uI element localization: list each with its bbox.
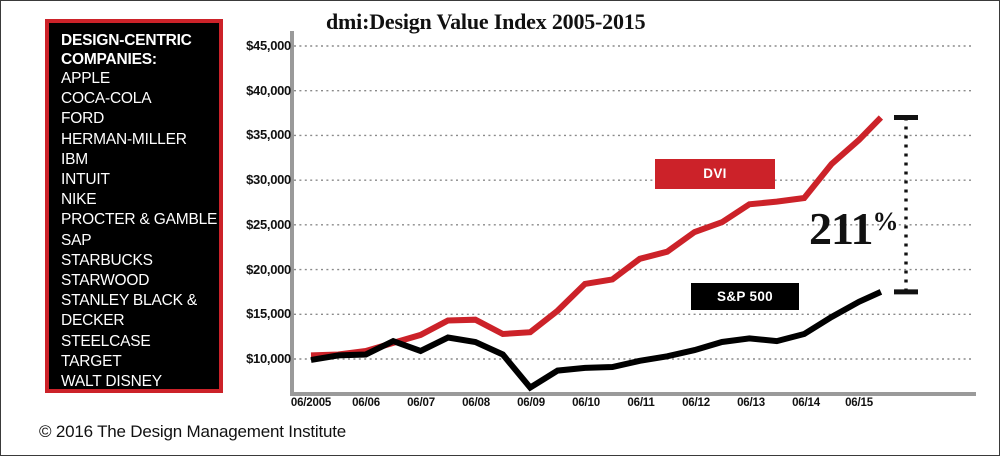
growth-percentage-annotation: 211% — [809, 199, 898, 254]
company-list-item: STANLEY BLACK & — [61, 292, 197, 310]
y-axis-tick: $25,000 — [246, 216, 291, 232]
growth-value: 211 — [809, 203, 873, 254]
x-axis-tick: 06/09 — [517, 397, 545, 409]
company-list-item: COCA-COLA — [61, 90, 152, 108]
company-list-item: SAP — [61, 231, 92, 249]
x-axis-tick: 06/15 — [845, 397, 873, 409]
y-axis-tick: $10,000 — [246, 351, 291, 366]
x-axis-tick: 06/11 — [627, 397, 655, 409]
x-axis-tick-labels: 06/2005 06/06 06/07 06/08 06/09 06/10 06/11 06/… — [291, 397, 921, 417]
x-axis-tick: 06/12 — [682, 397, 710, 409]
company-list-item: APPLE — [61, 70, 110, 87]
company-list-item: NIKE — [61, 191, 97, 209]
x-axis-tick: 06/13 — [737, 397, 765, 409]
x-axis-tick: 06/08 — [462, 397, 490, 409]
y-axis-tick: $20,000 — [246, 261, 291, 277]
y-axis-tick: $40,000 — [246, 82, 291, 98]
legend-badge-sp500[interactable]: S&P 500 — [691, 283, 799, 310]
company-list-item: HERMAN-MILLER — [61, 130, 187, 148]
company-list-item: PROCTER & GAMBLE — [61, 211, 218, 229]
x-axis-tick: 06/2005 — [290, 397, 332, 409]
y-axis-tick: $15,000 — [246, 306, 291, 322]
company-list-item: INTUIT — [61, 171, 110, 189]
company-list-item: STARBUCKS — [61, 251, 153, 269]
y-axis-tick: $35,000 — [246, 127, 291, 143]
company-list-item: IBM — [61, 150, 88, 168]
series-lines-group — [310, 115, 884, 392]
company-list-item: TARGET — [61, 352, 122, 370]
series-line-dvi — [310, 115, 884, 359]
x-axis-tick: 06/14 — [792, 397, 820, 409]
y-axis-tick: $45,000 — [246, 38, 291, 53]
x-axis-tick: 06/07 — [407, 397, 435, 409]
company-list-item: WHIRLPOOL — [61, 393, 153, 411]
axes-group — [290, 31, 976, 396]
design-centric-companies-panel: DESIGN-CENTRIC COMPANIES: APPLE COCA-COLA… — [45, 19, 223, 410]
copyright-notice: © 2016 The Design Management Institute — [39, 422, 347, 441]
growth-bracket — [894, 115, 918, 295]
company-list-item: FORD — [61, 110, 105, 128]
company-list-item: STARWOOD — [61, 272, 150, 290]
growth-percent-sign: % — [872, 207, 898, 236]
company-list-item: STEELCASE — [61, 332, 151, 350]
y-axis-tick: $30,000 — [246, 172, 291, 188]
company-list-item: DECKER — [61, 312, 125, 330]
x-axis-tick: 06/10 — [572, 397, 600, 409]
legend-badge-dvi[interactable]: DVI — [655, 159, 775, 189]
series-line-sp500 — [310, 289, 883, 392]
company-list-item: WALT DISNEY — [61, 373, 162, 391]
y-axis-tick-labels: $10,000 $15,000 $20,000 $25,000 $30,000 $35,0… — [229, 1, 291, 455]
panel-heading-line-2: COMPANIES: — [61, 50, 157, 68]
panel-heading-line-1: DESIGN-CENTRIC — [61, 32, 192, 49]
page-title: dmi:Design Value Index 2005-2015 — [326, 9, 646, 34]
company-list: APPLE COCA-COLA FORD HERMAN-MILLER IBM INTUIT… — [61, 69, 219, 412]
x-axis-tick: 06/06 — [352, 397, 380, 409]
